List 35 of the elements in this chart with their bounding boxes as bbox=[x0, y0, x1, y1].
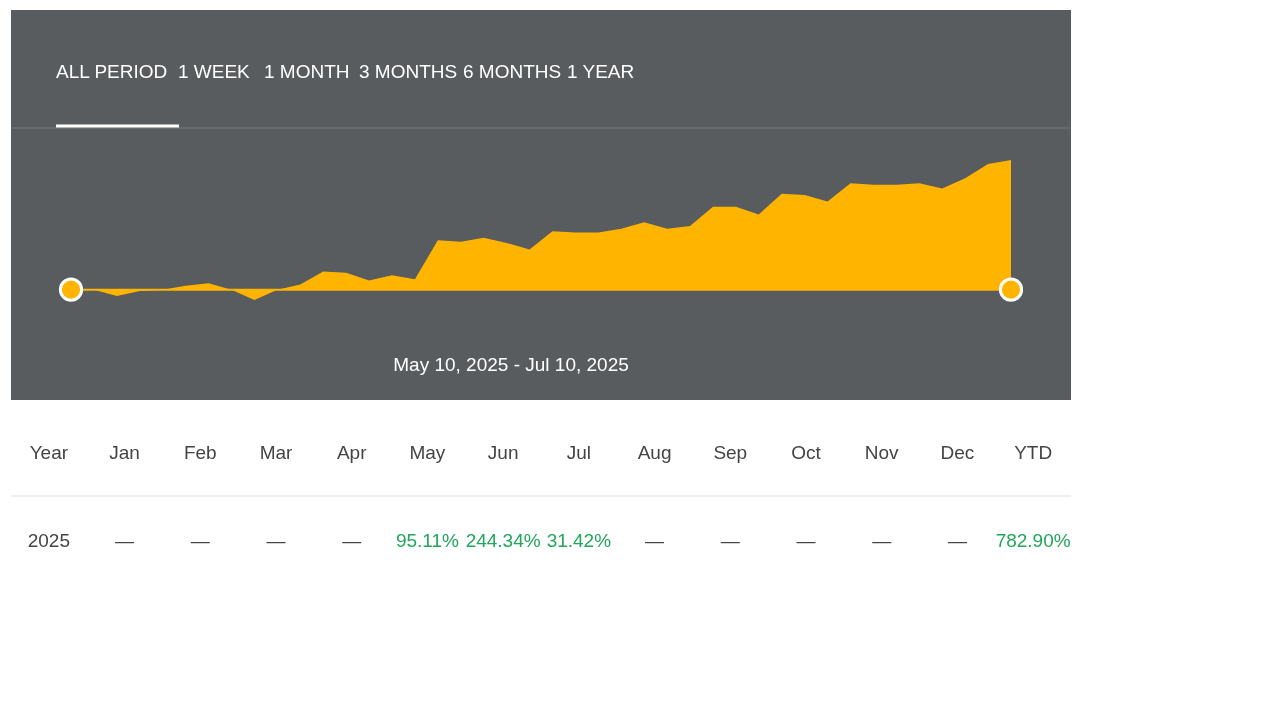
data-label: — bbox=[342, 530, 362, 551]
category-label: Sep bbox=[713, 442, 748, 463]
category-label: May bbox=[409, 442, 446, 463]
data-label: 782.90% bbox=[995, 530, 1071, 551]
category-label: Jul bbox=[566, 442, 592, 463]
text: 6 MONTHS bbox=[463, 61, 562, 82]
data-label: 244.34% bbox=[465, 530, 541, 551]
category-label: Dec bbox=[940, 442, 975, 463]
text: 1 YEAR bbox=[567, 61, 635, 82]
data-label: 95.11% bbox=[395, 530, 460, 551]
text: May 10, 2025 - Jul 10, 2025 bbox=[393, 354, 629, 375]
data-label: — bbox=[796, 530, 816, 551]
data-label: — bbox=[720, 530, 740, 551]
data-label: — bbox=[266, 530, 286, 551]
data-label: 31.42% bbox=[546, 530, 612, 551]
data-label: — bbox=[947, 530, 967, 551]
category-label: Jan bbox=[109, 442, 140, 463]
category-label: Jun bbox=[487, 442, 519, 463]
category-label: Oct bbox=[791, 442, 822, 463]
data-label: — bbox=[190, 530, 210, 551]
category-label: YTD bbox=[1014, 442, 1053, 463]
data-label: — bbox=[645, 530, 665, 551]
data-label: — bbox=[115, 530, 135, 551]
category-label: Apr bbox=[336, 442, 368, 463]
text: 3 MONTHS bbox=[359, 61, 458, 82]
data-label: 2025 bbox=[27, 530, 70, 551]
data-label: — bbox=[872, 530, 892, 551]
text: 1 WEEK bbox=[178, 61, 251, 82]
text: 1 MONTH bbox=[264, 61, 350, 82]
category-label: Aug bbox=[637, 442, 672, 463]
category-label: Nov bbox=[864, 442, 900, 463]
text: ALL PERIOD bbox=[56, 61, 168, 82]
category-label: Mar bbox=[259, 442, 294, 463]
category-label: Feb bbox=[183, 442, 217, 463]
category-label: Year bbox=[29, 442, 69, 463]
